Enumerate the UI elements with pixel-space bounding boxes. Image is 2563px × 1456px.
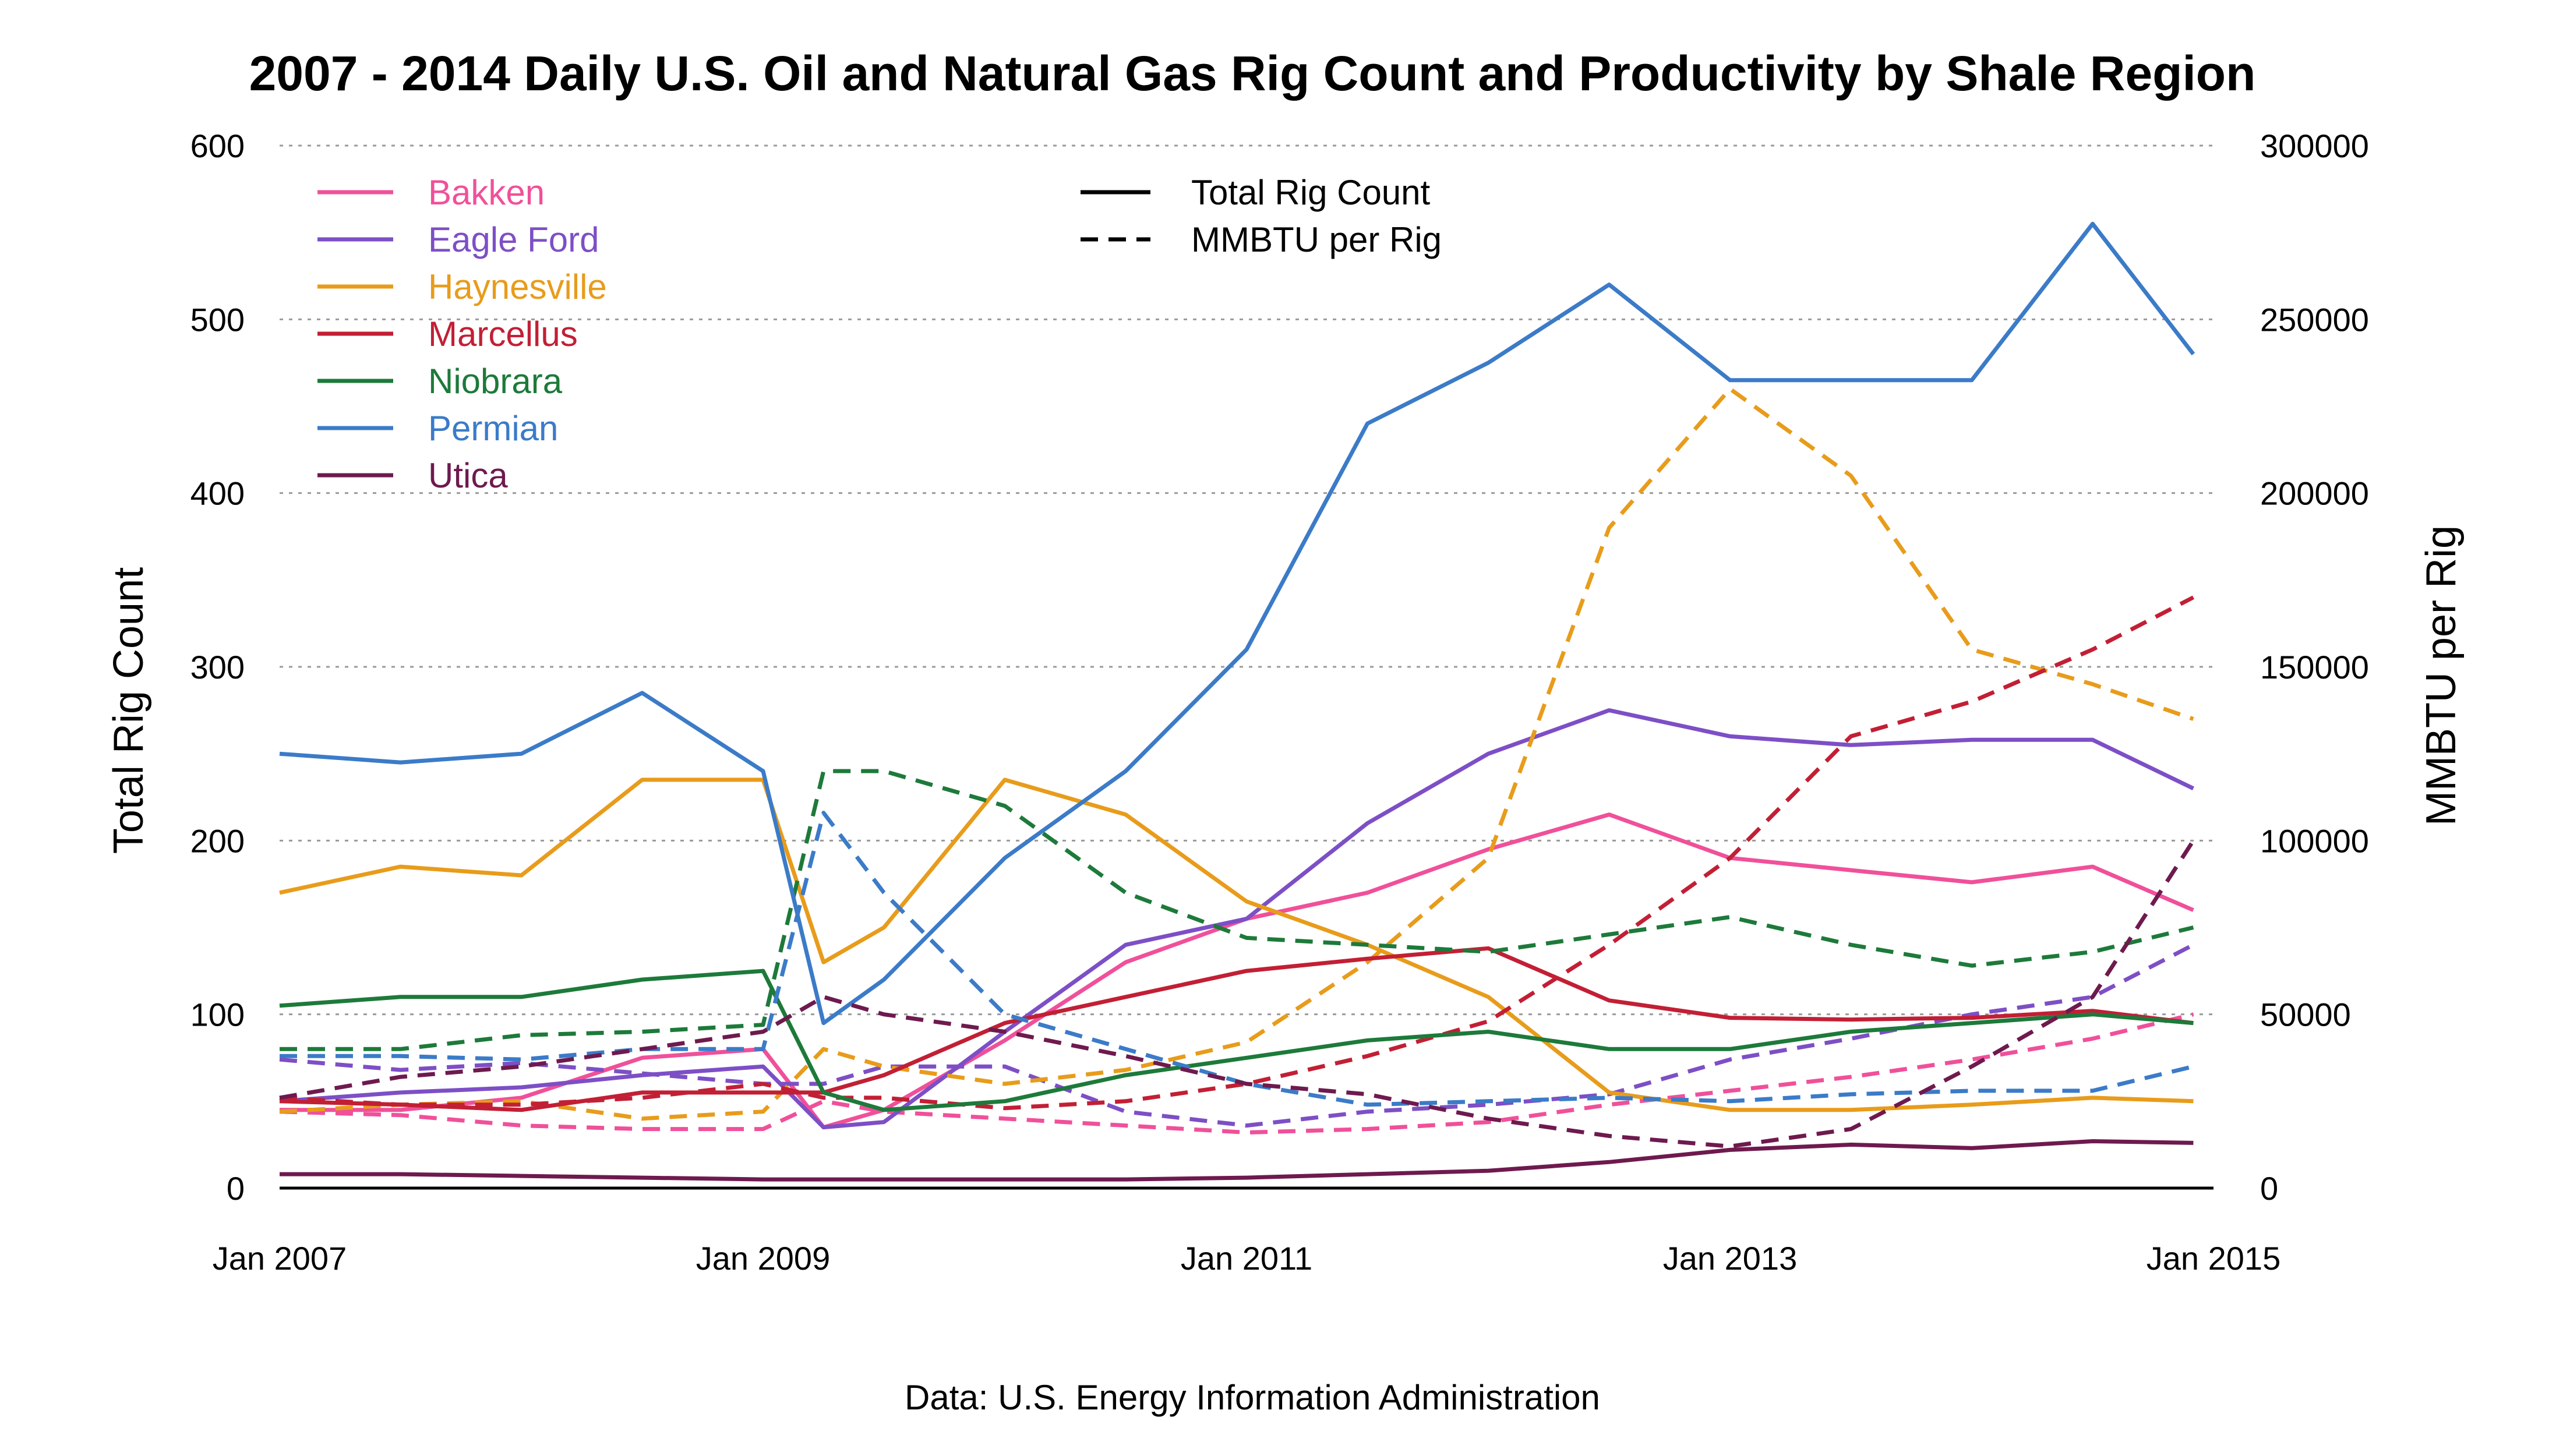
right-y-axis: 0 50000 100000 150000 200000 250000 300000 [2260,128,2369,1207]
y2-tick-label: 50000 [2260,996,2351,1033]
x-tick-label: Jan 2013 [1663,1240,1797,1277]
line-mmbtu-bakken [279,1012,2194,1135]
legend-style-label: Total Rig Count [1191,173,1431,212]
legend-label-utica: Utica [428,456,508,495]
line-mmbtu-marcellus [279,595,2195,1111]
x-tick-label: Jan 2015 [2147,1240,2280,1277]
line-rigs-haynesville [279,778,2194,1112]
legend-label-bakken: Bakken [428,173,545,212]
left-y-axis: 0 100 200 300 400 500 600 [190,128,245,1207]
line-mmbtu-eagle-ford [279,943,2195,1128]
y-tick-label: 600 [190,128,245,164]
legend-label-marcellus: Marcellus [428,314,578,354]
y2-tick-label: 250000 [2260,301,2369,338]
y2-tick-label: 300000 [2260,128,2369,164]
y2-axis-label: MMBTU per Rig [2418,525,2465,826]
line-rigs-niobrara [279,969,2194,1112]
y2-tick-label: 100000 [2260,822,2369,859]
y-tick-label: 400 [190,475,245,512]
y-tick-label: 500 [190,301,245,338]
line-rigs-eagle-ford [279,708,2194,1130]
series-lines [279,221,2195,1182]
y-tick-label: 100 [190,996,245,1033]
line-rigs-marcellus [279,946,2194,1112]
chart-title: 2007 - 2014 Daily U.S. Oil and Natural G… [249,46,2256,101]
x-tick-label: Jan 2011 [1181,1240,1312,1277]
x-axis: Jan 2007 Jan 2009 Jan 2011 Jan 2013 Jan 2015 [213,1240,2280,1277]
y-tick-label: 200 [190,822,245,859]
y-tick-label: 300 [190,649,245,685]
legend-regions: Bakken Eagle Ford Haynesville Marcellus Niob… [317,173,607,495]
legend-label-eagle-ford: Eagle Ford [428,220,599,259]
legend-label-permian: Permian [428,409,558,448]
source-caption: Data: U.S. Energy Information Administra… [905,1378,1600,1417]
x-tick-label: Jan 2007 [213,1240,347,1277]
legend-label-niobrara: Niobrara [428,362,563,401]
legend-line-styles: Total Rig Count MMBTU per Rig [1081,173,1442,259]
x-tick-label: Jan 2009 [696,1240,830,1277]
y2-tick-label: 0 [2260,1170,2278,1207]
legend-label-haynesville: Haynesville [428,267,607,306]
line-rigs-bakken [280,812,2194,1130]
line-mmbtu-niobrara [280,769,2194,1051]
line-rigs-utica [280,1139,2194,1182]
line-mmbtu-haynesville [279,387,2194,1121]
line-rigs-permian [279,221,2195,1026]
line-mmbtu-utica [279,839,2195,1148]
y-tick-label: 0 [227,1170,245,1207]
y-axis-label: Total Rig Count [105,567,152,854]
y2-tick-label: 200000 [2260,475,2369,512]
legend-style-label: MMBTU per Rig [1191,220,1442,259]
y2-tick-label: 150000 [2260,649,2369,685]
